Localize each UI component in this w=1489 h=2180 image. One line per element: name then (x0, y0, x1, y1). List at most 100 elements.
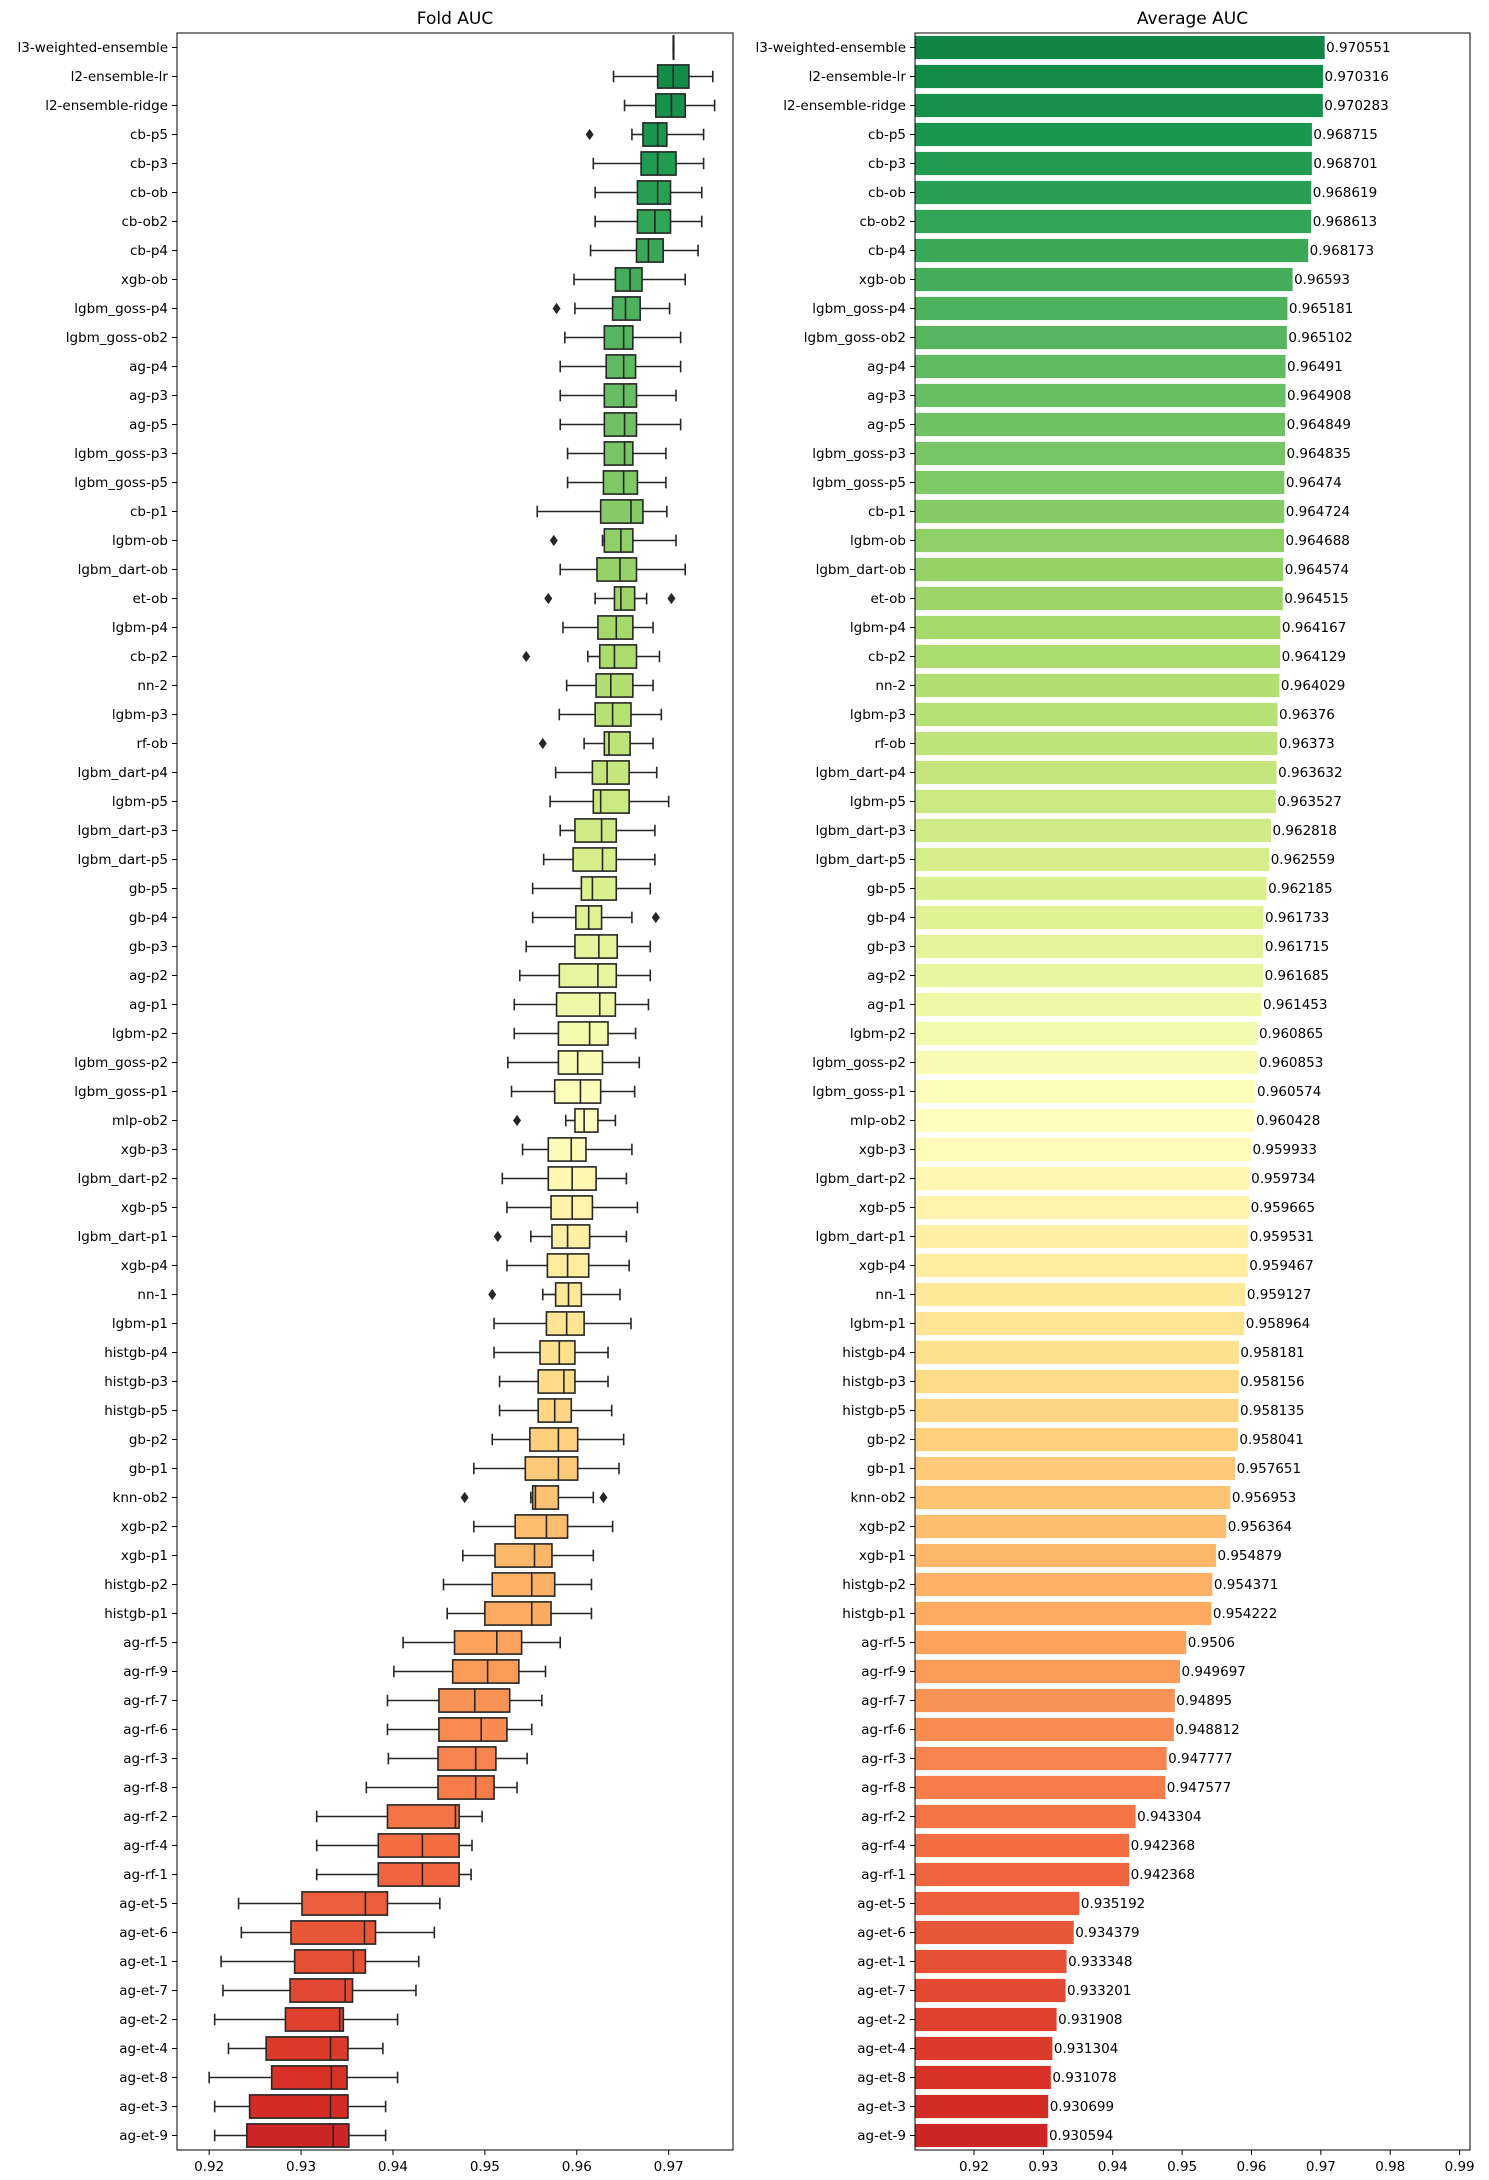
y-tick-label: lgbm_goss-p5 (812, 475, 906, 491)
outlier-marker (667, 592, 676, 605)
bar (915, 1746, 1167, 1771)
y-tick-label: histgb-p2 (842, 1577, 906, 1593)
box-iqr (597, 615, 634, 640)
bar-value-label: 0.961715 (1265, 939, 1329, 955)
y-tick-label: ag-rf-6 (123, 1722, 168, 1738)
box-row (213, 2007, 399, 2032)
y-tick-label: xgb-p5 (859, 1200, 906, 1216)
bar-value-label: 0.94895 (1176, 1693, 1232, 1709)
y-tick-label: lgbm_dart-p3 (815, 823, 906, 839)
box-row (387, 1746, 528, 1771)
y-tick-label: l2-ensemble-lr (71, 69, 169, 85)
bar-value-label: 0.959933 (1253, 1142, 1317, 1158)
bar (915, 1543, 1216, 1568)
y-tick-label: ag-et-7 (857, 1983, 906, 1999)
bar (915, 586, 1283, 611)
y-tick-label: ag-et-8 (857, 2070, 906, 2086)
x-tick-label: 0.92 (194, 2159, 224, 2175)
outlier-marker (522, 650, 531, 663)
box-iqr (265, 2036, 349, 2061)
right-chart-title: Average AUC (1137, 9, 1248, 29)
bar (915, 702, 1278, 727)
box-iqr (640, 151, 677, 176)
y-tick-label: gb-p3 (867, 939, 906, 955)
bar-value-label: 0.931304 (1054, 2041, 1118, 2057)
x-tick-label: 0.98 (1375, 2159, 1405, 2175)
y-tick-label: xgb-p1 (121, 1548, 168, 1564)
box-row (513, 1108, 617, 1133)
y-tick-label: xgb-p1 (859, 1548, 906, 1564)
y-tick-label: lgbm-p2 (112, 1026, 168, 1042)
box-iqr (655, 93, 687, 118)
box-row (594, 209, 703, 234)
y-tick-label: ag-et-9 (119, 2128, 168, 2144)
bar-value-label: 0.958964 (1246, 1316, 1310, 1332)
bar-value-label: 0.964835 (1287, 446, 1351, 462)
box-row (473, 1514, 614, 1539)
bar (915, 122, 1312, 147)
outlier-marker (488, 1288, 497, 1301)
box-iqr (246, 2123, 350, 2148)
bar (915, 151, 1312, 176)
bar-value-label: 0.959127 (1247, 1287, 1311, 1303)
box-iqr (613, 586, 636, 611)
bar-value-label: 0.959531 (1250, 1229, 1314, 1245)
y-tick-label: ag-et-5 (119, 1896, 168, 1912)
box-row (501, 1166, 628, 1191)
outlier-marker (651, 911, 660, 924)
bar (915, 1804, 1136, 1829)
box-iqr (514, 1514, 569, 1539)
box-row (493, 1224, 628, 1249)
bar-value-label: 0.956364 (1228, 1519, 1292, 1535)
bar (915, 93, 1323, 118)
bar (915, 209, 1312, 234)
box-iqr (595, 673, 634, 698)
box-iqr (603, 383, 638, 408)
box-row (559, 557, 687, 582)
y-tick-label: ag-et-1 (857, 1954, 906, 1970)
y-tick-label: ag-rf-9 (123, 1664, 168, 1680)
bar (915, 1659, 1180, 1684)
box-iqr (558, 963, 618, 988)
bar (915, 1021, 1258, 1046)
y-tick-label: lgbm_dart-p1 (815, 1229, 906, 1245)
bar (915, 1717, 1174, 1742)
box-iqr (438, 1717, 508, 1742)
box-iqr (539, 1340, 576, 1365)
y-tick-label: ag-rf-9 (861, 1664, 906, 1680)
x-tick-label: 0.95 (470, 2159, 500, 2175)
box-row (544, 586, 676, 611)
box-row (558, 702, 663, 727)
bar-value-label: 0.942368 (1131, 1867, 1195, 1883)
box-iqr (377, 1833, 460, 1858)
bar (915, 1340, 1239, 1365)
box-row (493, 1311, 632, 1336)
bar-value-label: 0.960865 (1259, 1026, 1323, 1042)
box-iqr (524, 1456, 579, 1481)
bar-value-label: 0.954222 (1213, 1606, 1277, 1622)
box-iqr (596, 557, 638, 582)
y-tick-label: gb-p1 (129, 1461, 168, 1477)
bar (915, 1920, 1074, 1945)
y-tick-label: ag-rf-5 (861, 1635, 906, 1651)
box-iqr (642, 122, 668, 147)
y-tick-label: lgbm-p5 (112, 794, 168, 810)
bar (915, 528, 1284, 553)
right-bar-chart: 0.970551 l3-weighted-ensemble 0.970316 l2-e… (756, 32, 1475, 2175)
outlier-marker (552, 302, 561, 315)
bar-value-label: 0.964574 (1285, 562, 1349, 578)
box-row (672, 35, 675, 60)
box-iqr (599, 499, 644, 524)
bar (915, 383, 1286, 408)
y-tick-label: lgbm_goss-ob2 (804, 330, 906, 346)
bar (915, 1572, 1213, 1597)
box-row (462, 1543, 595, 1568)
y-tick-label: lgbm-p4 (112, 620, 168, 636)
y-tick-label: lgbm_dart-p2 (815, 1171, 906, 1187)
bar (915, 35, 1325, 60)
y-tick-label: gb-p2 (129, 1432, 168, 1448)
bar-value-label: 0.961733 (1265, 910, 1329, 926)
box-iqr (603, 325, 634, 350)
y-tick-label: histgb-p3 (842, 1374, 906, 1390)
box-row (566, 441, 667, 466)
